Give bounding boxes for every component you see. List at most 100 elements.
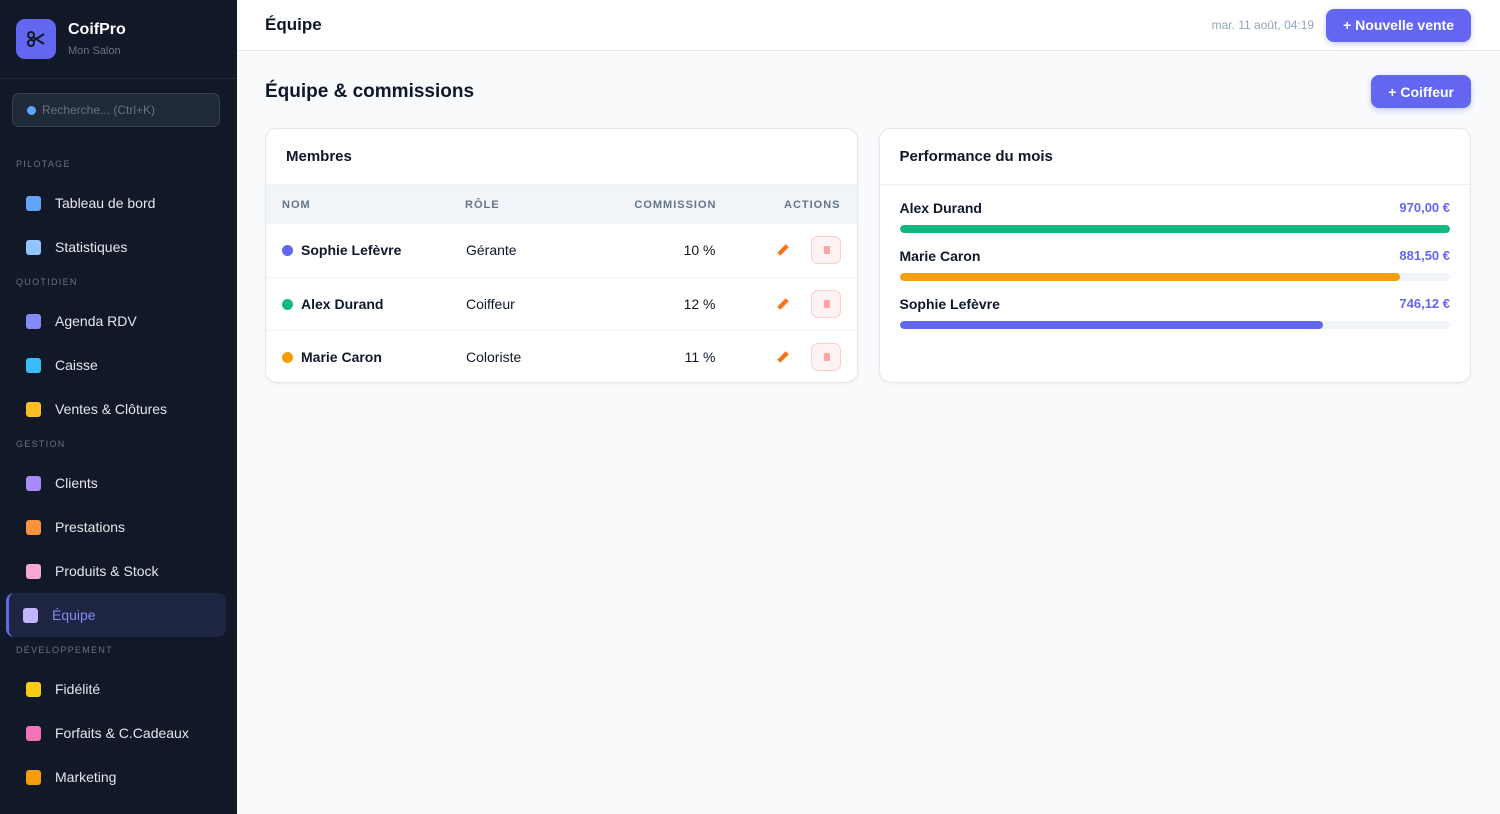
logo <box>16 19 56 59</box>
status-dot <box>282 245 293 257</box>
delete-button[interactable] <box>810 289 841 318</box>
members-card: Membres NOM RÔLE COMMISSION ACTIONS Sophie L… <box>265 128 858 383</box>
nav-label: Ventes & Clôtures <box>55 401 168 417</box>
member-row: Alex Durand Coiffeur 12 % <box>266 277 857 331</box>
performance-row: Alex Durand 970,00 € <box>899 200 1451 233</box>
members-table: NOM RÔLE COMMISSION ACTIONS Sophie Lefèvre Gé… <box>266 185 857 382</box>
topbar-title: Équipe <box>265 15 322 34</box>
member-name: Sophie Lefèvre <box>301 242 402 259</box>
nav-label: Tableau de bord <box>55 195 156 211</box>
nav-item[interactable]: Produits & Stock <box>6 549 226 593</box>
nav-icon <box>26 769 41 785</box>
table-body: Sophie Lefèvre Gérante 10 % Alex Durand Coif… <box>266 224 857 382</box>
performance-value: 746,12 € <box>1399 296 1450 311</box>
member-role: Coiffeur <box>465 277 595 331</box>
name-cell: Sophie Lefèvre <box>266 224 465 278</box>
actions-cell <box>716 224 857 278</box>
nav-item[interactable]: Forfaits & C.Cadeaux <box>6 711 226 755</box>
column-header: COMMISSION <box>595 185 717 224</box>
add-hairdresser-button[interactable]: + Coiffeur <box>1371 75 1471 108</box>
new-sale-button[interactable]: + Nouvelle vente <box>1326 8 1471 42</box>
nav-icon <box>26 313 41 329</box>
member-commission: 10 % <box>595 224 717 278</box>
nav-icon <box>26 725 41 741</box>
nav-icon <box>26 563 41 579</box>
nav-item[interactable]: Agenda RDV <box>6 299 226 343</box>
edit-button[interactable] <box>776 244 789 256</box>
nav-item[interactable]: Ventes & Clôtures <box>6 387 226 431</box>
cards: Membres NOM RÔLE COMMISSION ACTIONS Sophie L… <box>237 128 1500 383</box>
nav: PILOTAGE Tableau de bord Statistiques QUOTI… <box>0 151 237 799</box>
performance-card: Performance du mois Alex Durand 970,00 € M… <box>878 128 1471 383</box>
page-title: Équipe & commissions <box>265 80 475 102</box>
sidebar: CoifPro Mon Salon Recherche... (Ctrl+K) P… <box>0 0 237 814</box>
member-role: Coloriste <box>466 348 522 365</box>
edit-button[interactable] <box>776 351 789 363</box>
scissors-icon <box>27 31 45 47</box>
edit-button[interactable] <box>776 297 789 310</box>
delete-button[interactable] <box>810 342 841 371</box>
nav-icon <box>26 519 41 535</box>
nav-item[interactable]: Équipe <box>6 593 226 637</box>
nav-section-title: GESTION <box>16 439 66 449</box>
column-header: ACTIONS <box>716 185 857 224</box>
member-row: Sophie Lefèvre Gérante 10 % <box>266 224 857 278</box>
nav-label: Produits & Stock <box>55 563 159 579</box>
nav-label: Marketing <box>55 769 117 785</box>
search-box[interactable]: Recherche... (Ctrl+K) <box>12 93 220 127</box>
member-role: Gérante <box>465 224 595 278</box>
topbar: Équipe mar. 11 août, 04:19 + Nouvelle ve… <box>237 0 1500 51</box>
nav-label: Fidélité <box>55 681 101 697</box>
member-commission: 11 % <box>684 348 716 365</box>
progress-track <box>899 225 1450 233</box>
card-title: Membres <box>266 129 857 185</box>
status-dot <box>282 298 293 310</box>
column-header: NOM <box>266 185 465 224</box>
nav-label: Forfaits & C.Cadeaux <box>55 725 189 741</box>
member-commission: 12 % <box>595 277 717 331</box>
column-header: RÔLE <box>465 185 595 224</box>
brand-subtitle: Mon Salon <box>68 45 121 57</box>
nav-icon <box>26 401 41 417</box>
delete-button[interactable] <box>810 236 841 265</box>
performance-label: Alex Durand 970,00 € <box>900 200 1451 216</box>
nav-icon <box>23 607 38 623</box>
page-header: Équipe & commissions + Coiffeur <box>237 51 1500 128</box>
nav-item[interactable]: Clients <box>6 461 226 505</box>
nav-section-title: QUOTIDIEN <box>16 277 78 287</box>
name-cell: Alex Durand <box>266 277 465 331</box>
nav-label: Prestations <box>55 519 126 535</box>
member-name: Marie Caron <box>301 348 382 365</box>
nav-icon <box>26 681 41 697</box>
brand-name: CoifPro <box>68 21 126 38</box>
nav-item[interactable]: Caisse <box>6 343 226 387</box>
performer-name: Alex Durand <box>899 200 982 216</box>
brand: CoifPro Mon Salon <box>0 0 237 79</box>
nav-icon <box>26 239 41 255</box>
nav-icon <box>26 475 41 491</box>
card-title: Performance du mois <box>879 129 1470 185</box>
member-row: Marie Caron Coloriste 11 % <box>266 330 857 382</box>
nav-item[interactable]: Prestations <box>6 505 226 549</box>
nav-item[interactable]: Statistiques <box>6 225 226 269</box>
status-dot <box>282 351 293 363</box>
progress-track <box>899 321 1450 329</box>
nav-label: Équipe <box>52 607 96 623</box>
nav-item[interactable]: Fidélité <box>6 667 226 711</box>
name-cell: Marie Caron <box>266 330 465 382</box>
nav-item[interactable]: Marketing <box>6 755 226 799</box>
nav-section-title: DÉVELOPPEMENT <box>16 645 113 655</box>
search-placeholder: Recherche... (Ctrl+K) <box>42 103 156 117</box>
member-name: Alex Durand <box>301 295 384 312</box>
performer-name: Marie Caron <box>899 248 981 264</box>
progress-track <box>899 273 1450 281</box>
performance-label: Marie Caron 881,50 € <box>900 248 1451 264</box>
header-row: NOM RÔLE COMMISSION ACTIONS <box>266 185 857 224</box>
nav-icon <box>26 195 41 211</box>
performance-value: 881,50 € <box>1399 248 1450 263</box>
datetime: mar. 11 août, 04:19 <box>1211 18 1315 32</box>
actions-cell <box>716 277 857 331</box>
nav-label: Statistiques <box>55 239 128 255</box>
nav-item[interactable]: Tableau de bord <box>6 181 226 225</box>
progress-bar <box>899 273 1400 281</box>
